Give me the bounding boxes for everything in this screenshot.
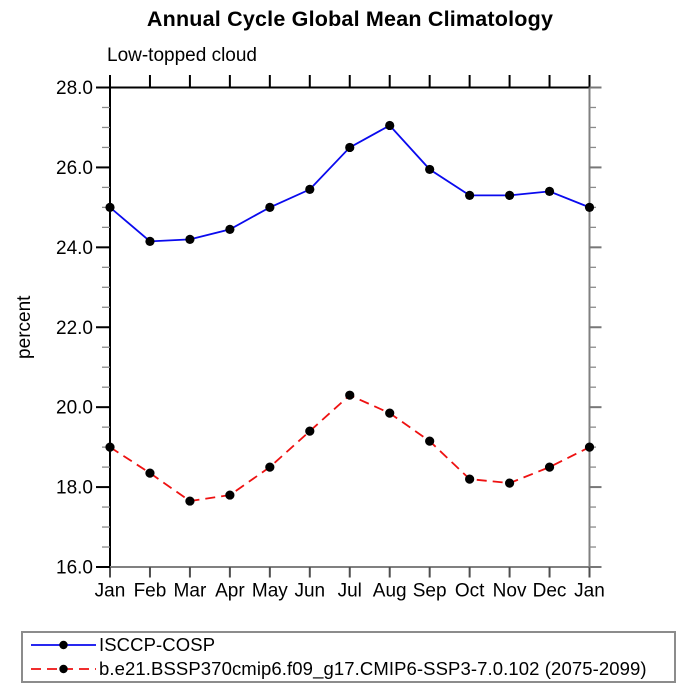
legend-marker-dot bbox=[59, 640, 68, 650]
month-label: Sep bbox=[413, 581, 447, 602]
legend-marker-dot bbox=[59, 664, 68, 674]
month-label: Dec bbox=[533, 581, 567, 602]
data-point-marker bbox=[584, 202, 595, 212]
data-point-marker bbox=[225, 490, 235, 500]
data-point-marker bbox=[584, 442, 595, 452]
y-axis-tick-label: 26.0 bbox=[56, 158, 93, 179]
legend-item-observation: ISCCP-COSP bbox=[23, 633, 674, 657]
legend-sample-solid-line bbox=[31, 640, 96, 650]
data-point-marker bbox=[225, 224, 235, 234]
month-label: Nov bbox=[493, 581, 527, 602]
month-label: Jan bbox=[574, 581, 605, 602]
data-point-marker bbox=[544, 462, 555, 472]
data-point-marker bbox=[504, 478, 515, 488]
data-point-marker bbox=[105, 202, 115, 212]
data-point-marker bbox=[385, 120, 395, 131]
legend-label-observation: ISCCP-COSP bbox=[99, 634, 216, 655]
legend-sample-dashed-line bbox=[31, 664, 96, 674]
month-label: Apr bbox=[215, 581, 245, 602]
month-label: Feb bbox=[134, 581, 167, 602]
data-point-marker bbox=[305, 184, 315, 194]
data-point-marker bbox=[425, 436, 435, 446]
data-point-marker bbox=[105, 442, 115, 452]
chart-subtitle: Low-topped cloud bbox=[107, 45, 257, 66]
plot-area: Jan Feb Mar Apr May Jun Jul Aug Sep Oct Nov Dec Jan 2… bbox=[14, 75, 605, 602]
y-axis-tick-label: 24.0 bbox=[56, 238, 93, 259]
chart-title: Annual Cycle Global Mean Climatology bbox=[146, 7, 554, 31]
data-point-marker bbox=[145, 468, 155, 478]
y-axis-title: percent bbox=[14, 295, 35, 359]
data-point-marker bbox=[544, 186, 555, 196]
legend-box: ISCCP-COSP b.e21.BSSP370cmip6.f09_g17.CM… bbox=[21, 631, 676, 683]
y-axis-tick-label: 16.0 bbox=[56, 558, 93, 579]
data-point-marker bbox=[265, 462, 275, 472]
month-label: Jun bbox=[294, 581, 325, 602]
legend-item-model: b.e21.BSSP370cmip6.f09_g17.CMIP6-SSP3-7.… bbox=[23, 657, 674, 681]
y-axis-tick-label: 18.0 bbox=[56, 478, 93, 499]
data-point-marker bbox=[345, 142, 355, 153]
month-label: May bbox=[252, 581, 288, 602]
month-label: Oct bbox=[455, 581, 485, 602]
month-label: Aug bbox=[373, 581, 407, 602]
data-point-marker bbox=[504, 190, 515, 200]
data-point-marker bbox=[385, 408, 395, 418]
data-point-marker bbox=[145, 236, 155, 246]
data-point-marker bbox=[465, 474, 475, 484]
data-point-marker bbox=[345, 390, 355, 400]
month-label: Jan bbox=[95, 581, 126, 602]
legend-label-model: b.e21.BSSP370cmip6.f09_g17.CMIP6-SSP3-7.… bbox=[99, 658, 647, 679]
data-point-marker bbox=[465, 190, 475, 200]
y-axis-tick-label: 28.0 bbox=[56, 78, 93, 99]
data-point-marker bbox=[185, 496, 195, 506]
data-point-marker bbox=[425, 164, 435, 175]
y-axis-tick-label: 20.0 bbox=[56, 398, 93, 419]
month-label: Jul bbox=[338, 581, 362, 602]
data-point-marker bbox=[185, 234, 195, 244]
series-line-model bbox=[109, 394, 590, 503]
data-point-marker bbox=[305, 426, 315, 436]
month-label: Mar bbox=[174, 581, 207, 602]
y-axis-tick-label: 22.0 bbox=[56, 318, 93, 339]
data-point-marker bbox=[265, 202, 275, 212]
